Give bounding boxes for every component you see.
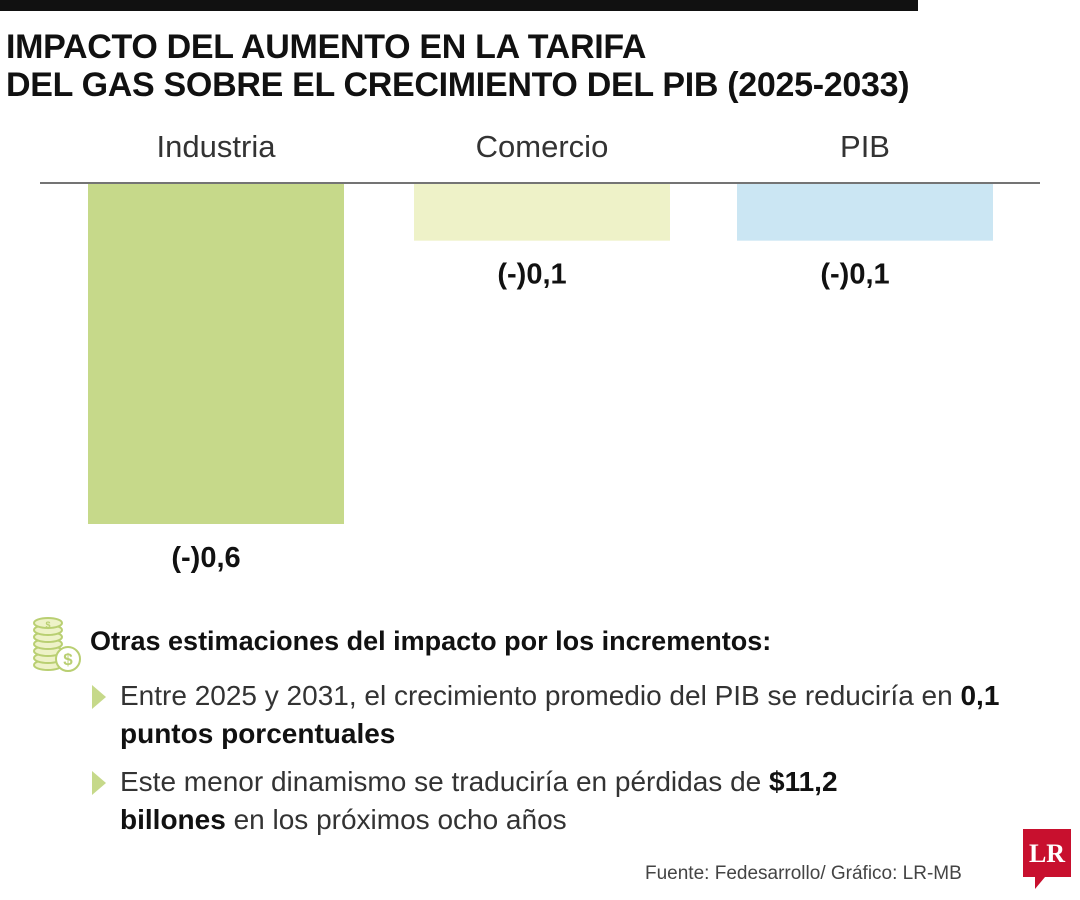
triangle-bullet-icon bbox=[92, 685, 106, 709]
note-text-2: Este menor dinamismo se traduciría en pé… bbox=[120, 763, 840, 839]
note-text-2-before: Este menor dinamismo se traduciría en pé… bbox=[120, 766, 769, 797]
lr-logo: LR bbox=[1023, 829, 1071, 889]
svg-text:LR: LR bbox=[1029, 839, 1065, 868]
category-label-comercio: Comercio bbox=[476, 129, 609, 164]
bar-chart: Industria (-)0,6 Comercio (-)0,1 PIB (-)0,1 bbox=[40, 129, 1040, 574]
bar-pib bbox=[737, 184, 993, 241]
value-label-pib: (-)0,1 bbox=[820, 259, 889, 291]
note-text-2-after: en los próximos ocho años bbox=[225, 804, 567, 835]
triangle-bullet-icon bbox=[92, 771, 106, 795]
value-label-comercio: (-)0,1 bbox=[497, 259, 566, 291]
source-note: Fuente: Fedesarrollo/ Gráfico: LR-MB bbox=[645, 863, 962, 884]
category-label-pib: PIB bbox=[840, 129, 890, 164]
note-bullet-2: Este menor dinamismo se traduciría en pé… bbox=[92, 763, 1022, 839]
note-text-1: Entre 2025 y 2031, el crecimiento promed… bbox=[120, 677, 1022, 753]
category-label-industria: Industria bbox=[157, 129, 277, 164]
note-text-1-before: Entre 2025 y 2031, el crecimiento promed… bbox=[120, 680, 961, 711]
note-bullet-1: Entre 2025 y 2031, el crecimiento promed… bbox=[92, 677, 1022, 753]
title-line-1: IMPACTO DEL AUMENTO EN LA TARIFA bbox=[6, 28, 647, 66]
value-label-industria: (-)0,6 bbox=[171, 542, 240, 574]
title-line-2: DEL GAS SOBRE EL CRECIMIENTO DEL PIB (20… bbox=[6, 66, 910, 104]
coins-icon: $ $ bbox=[33, 617, 81, 672]
svg-text:$: $ bbox=[45, 620, 50, 630]
note-text-1-bold: 0,1 puntos porcentuales bbox=[120, 680, 1000, 749]
top-rule bbox=[0, 0, 918, 11]
chart-title: IMPACTO DEL AUMENTO EN LA TARIFA DEL GAS… bbox=[6, 28, 910, 104]
bar-industria bbox=[88, 184, 344, 524]
note-text-2-bold: $11,2 billones bbox=[120, 766, 838, 835]
bar-comercio bbox=[414, 184, 670, 241]
svg-text:$: $ bbox=[63, 650, 73, 669]
notes-heading: Otras estimaciones del impacto por los i… bbox=[90, 626, 772, 656]
